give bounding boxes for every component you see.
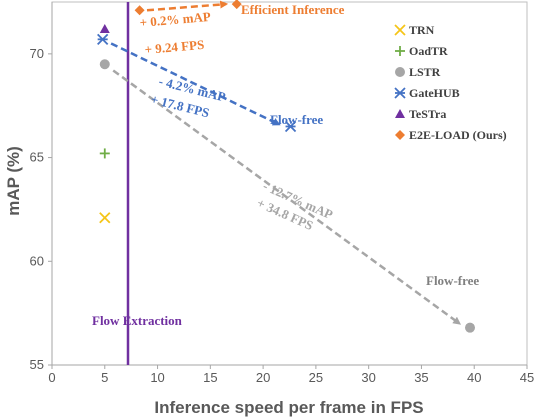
data-point	[465, 322, 475, 333]
data-point	[284, 120, 297, 133]
y-axis-title: mAP (%)	[4, 146, 23, 216]
legend-item: GateHUB	[394, 86, 460, 100]
x-tick-label: 45	[520, 370, 534, 385]
marker-stroke	[394, 24, 406, 36]
annotation-text: Flow Extraction	[92, 313, 183, 328]
legend-label: TRN	[409, 23, 435, 37]
plot-frame	[51, 1, 528, 366]
legend-marker	[394, 87, 406, 99]
data-point	[99, 212, 111, 224]
annotation-text: + 0.2% mAP	[139, 9, 211, 30]
legend-label: TeSTra	[409, 107, 446, 121]
marker-shape	[395, 109, 405, 118]
marker-shape	[99, 23, 110, 33]
y-tick-label: 55	[30, 357, 44, 372]
marker-stroke	[99, 212, 111, 224]
legend-marker	[394, 24, 406, 36]
y-tick-label: 65	[30, 150, 44, 165]
y-tick-label: 70	[30, 46, 44, 61]
x-tick-label: 30	[361, 370, 375, 385]
x-tick-label: 0	[48, 370, 55, 385]
legend-marker	[395, 130, 405, 140]
legend-item: LSTR	[395, 65, 441, 79]
marker-shape	[395, 130, 405, 140]
legend-label: LSTR	[409, 65, 441, 79]
x-tick-label: 5	[101, 370, 108, 385]
x-tick-label: 15	[203, 370, 217, 385]
data-point	[99, 59, 110, 70]
legend-item: OadTR	[395, 44, 448, 58]
marker-shape	[231, 0, 242, 10]
marker-shape	[99, 59, 110, 70]
legend: TRN OadTR LSTR GateHUB TeSTra E2E-LOAD (Ours)	[394, 23, 507, 142]
legend-label: GateHUB	[409, 86, 460, 100]
annotation-text: Efficient Inference	[241, 2, 345, 17]
x-axis-title: Inference speed per frame in FPS	[154, 398, 423, 417]
legend-item: TRN	[394, 23, 435, 37]
annotation-text: + 9.24 FPS	[144, 37, 205, 57]
x-tick-label: 40	[467, 370, 481, 385]
legend-marker	[395, 67, 405, 77]
x-tick-label: 35	[414, 370, 428, 385]
data-point	[99, 148, 110, 159]
trend-arrow	[146, 0, 229, 12]
legend-marker	[395, 46, 405, 56]
legend-marker	[395, 109, 405, 118]
x-tick-label: 25	[309, 370, 323, 385]
annotation-text: Flow-free	[426, 273, 479, 288]
legend-item: E2E-LOAD (Ours)	[395, 128, 507, 142]
legend-label: E2E-LOAD (Ours)	[409, 128, 507, 142]
x-tick-label: 10	[150, 370, 164, 385]
data-point	[231, 0, 242, 10]
marker-shape	[465, 322, 475, 333]
x-tick-label: 20	[256, 370, 270, 385]
y-tick-label: 60	[30, 253, 44, 268]
data-point	[134, 5, 145, 16]
data-point	[99, 23, 110, 33]
annotation-text: Flow-free	[270, 112, 323, 127]
data-point	[97, 33, 109, 45]
marker-shape	[395, 67, 405, 77]
trend-arrow	[112, 69, 462, 325]
legend-label: OadTR	[409, 44, 448, 58]
marker-shape	[134, 5, 145, 16]
trend-arrow	[110, 42, 281, 126]
legend-item: TeSTra	[395, 107, 446, 121]
